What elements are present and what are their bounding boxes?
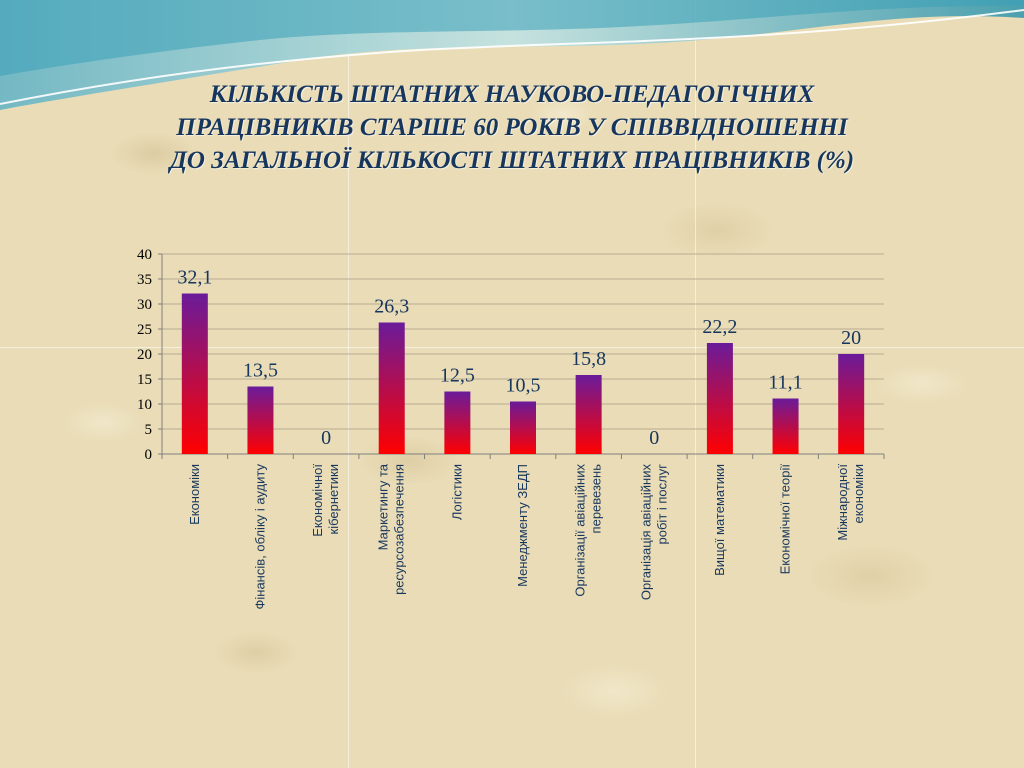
data-label: 12,5 <box>440 365 475 387</box>
bar <box>706 343 733 454</box>
data-label: 11,1 <box>768 372 802 394</box>
y-tick-label: 30 <box>137 297 152 313</box>
category-label: Менеджменту ЗЕДП <box>515 464 530 587</box>
bar <box>838 354 865 454</box>
y-tick-label: 20 <box>137 347 152 363</box>
category-label: Економічної <box>310 464 325 537</box>
decorative-wave-banner <box>0 0 1024 110</box>
bar <box>575 375 602 454</box>
background-divider <box>348 0 349 768</box>
data-label: 15,8 <box>571 348 606 370</box>
title-line: ДО ЗАГАЛЬНОЇ КІЛЬКОСТІ ШТАТНИХ ПРАЦІВНИК… <box>169 147 855 174</box>
category-label: Фінансів, обліку і аудиту <box>252 464 267 610</box>
category-label: Економічної теорії <box>778 464 793 575</box>
category-label: Організації авіаційних <box>573 464 588 597</box>
slide-title: КІЛЬКІСТЬ ШТАТНИХ НАУКОВО-ПЕДАГОГІЧНИХ П… <box>60 78 964 177</box>
data-label: 0 <box>649 427 659 449</box>
category-label: Організація авіаційних <box>638 464 653 601</box>
data-label: 20 <box>841 327 861 349</box>
category-label: Економіки <box>187 464 202 525</box>
y-tick-label: 25 <box>137 322 152 338</box>
data-label: 22,2 <box>702 316 737 338</box>
bar <box>444 391 471 454</box>
bar <box>247 386 274 454</box>
bar <box>378 322 405 454</box>
data-label: 26,3 <box>374 296 409 318</box>
category-label: перевезень <box>589 464 604 534</box>
title-line: ПРАЦІВНИКІВ СТАРШЕ 60 РОКІВ У СПІВВІДНОШ… <box>176 114 848 141</box>
bar <box>510 401 536 454</box>
y-tick-label: 10 <box>137 397 152 413</box>
category-label: робіт і послуг <box>654 464 669 545</box>
category-label: кібернетики <box>326 464 341 534</box>
category-label: Логістики <box>449 464 464 520</box>
background-divider <box>0 347 1024 348</box>
category-label: ресурсозабезпечення <box>392 464 407 595</box>
title-line: КІЛЬКІСТЬ ШТАТНИХ НАУКОВО-ПЕДАГОГІЧНИХ <box>209 81 815 108</box>
y-tick-label: 35 <box>137 272 152 288</box>
y-tick-label: 5 <box>145 422 153 438</box>
category-label: Міжнародної <box>835 464 850 541</box>
data-label: 13,5 <box>243 360 278 382</box>
bar <box>181 293 208 454</box>
data-label: 0 <box>321 427 331 449</box>
background-divider <box>695 0 696 768</box>
y-tick-label: 40 <box>137 247 152 263</box>
data-label: 32,1 <box>177 267 212 289</box>
bar <box>772 398 799 454</box>
category-label: Маркетингу та <box>376 463 391 550</box>
y-tick-label: 0 <box>145 447 153 463</box>
y-tick-label: 15 <box>137 372 152 388</box>
data-label: 10,5 <box>506 375 541 397</box>
category-label: Вищої математики <box>712 464 727 576</box>
category-label: економіки <box>851 464 866 523</box>
